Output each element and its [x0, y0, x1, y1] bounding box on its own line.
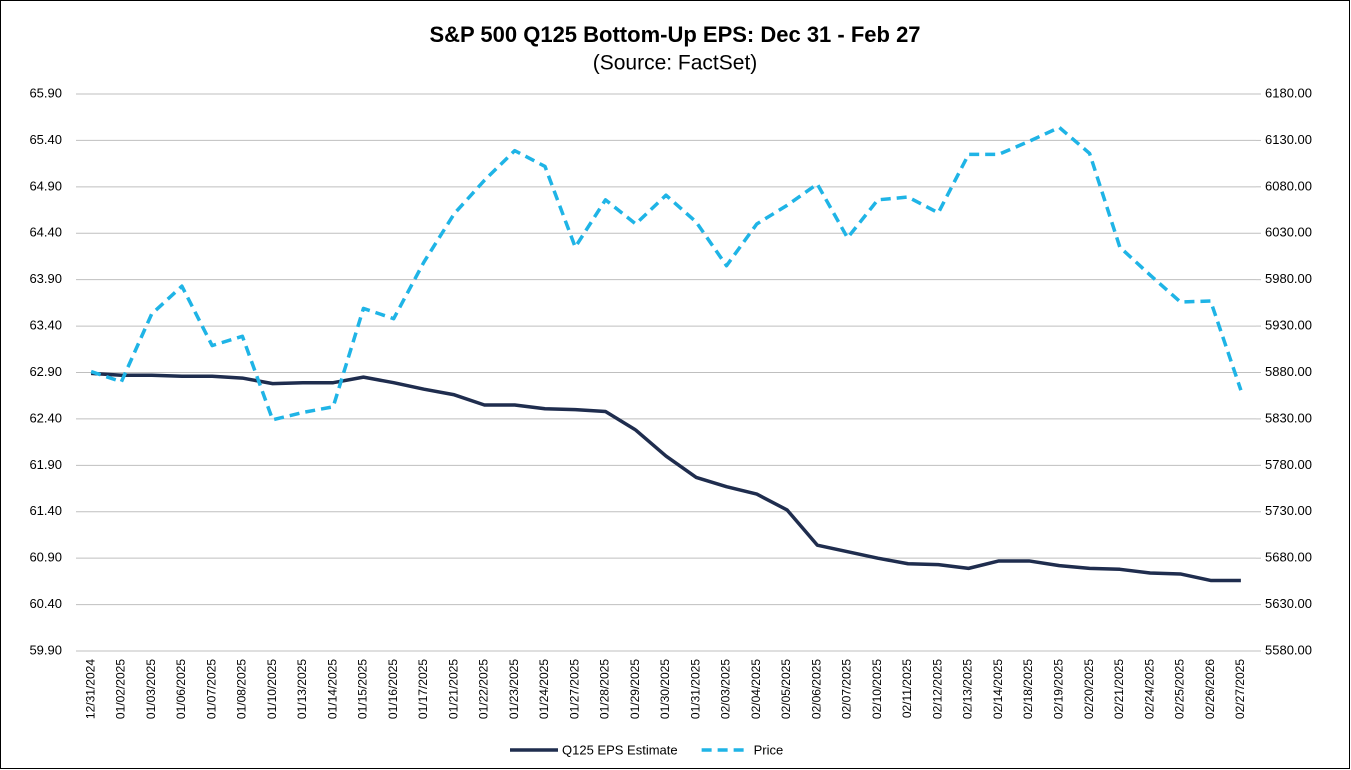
legend-label: Price	[754, 742, 784, 757]
chart-subtitle: (Source: FactSet)	[593, 52, 758, 75]
x-tick-label: 02/21/2025	[1112, 659, 1126, 719]
x-tick-label: 01/06/2025	[174, 659, 188, 719]
y2-tick-label: 6030.00	[1265, 225, 1312, 240]
x-tick-label: 01/31/2025	[688, 659, 702, 719]
x-tick-label: 02/10/2025	[870, 659, 884, 719]
x-tick-label: 02/04/2025	[749, 659, 763, 719]
y-tick-label: 65.90	[29, 85, 62, 100]
x-tick-label: 12/31/2024	[83, 659, 97, 719]
y2-tick-label: 5830.00	[1265, 410, 1312, 425]
x-tick-label: 02/19/2025	[1052, 659, 1066, 719]
y2-tick-label: 5930.00	[1265, 318, 1312, 333]
x-tick-label: 01/15/2025	[356, 659, 370, 719]
x-tick-label: 02/05/2025	[779, 659, 793, 719]
x-tick-label: 01/22/2025	[477, 659, 491, 719]
y2-tick-label: 6130.00	[1265, 132, 1312, 147]
x-tick-label: 02/24/2025	[1142, 659, 1156, 719]
y2-tick-label: 5630.00	[1265, 596, 1312, 611]
y-tick-label: 63.90	[29, 271, 62, 286]
x-tick-label: 02/12/2025	[930, 659, 944, 719]
legend-label: Q125 EPS Estimate	[562, 742, 678, 757]
x-tick-label: 02/18/2025	[1021, 659, 1035, 719]
y2-tick-label: 5730.00	[1265, 503, 1312, 518]
x-tick-label: 01/10/2025	[265, 659, 279, 719]
x-tick-label: 02/11/2025	[900, 659, 914, 718]
x-tick-label: 01/24/2025	[537, 659, 551, 719]
y2-tick-label: 5680.00	[1265, 550, 1312, 565]
x-tick-label: 01/27/2025	[567, 659, 581, 719]
series-line	[91, 371, 1241, 583]
y2-tick-label: 5580.00	[1265, 642, 1312, 657]
y2-tick-label: 5980.00	[1265, 271, 1312, 286]
x-tick-label: 02/07/2025	[840, 659, 854, 719]
x-tick-label: 02/26/2026	[1203, 659, 1217, 719]
x-tick-label: 01/16/2025	[386, 659, 400, 719]
x-tick-label: 01/08/2025	[235, 659, 249, 719]
x-tick-label: 02/06/2025	[809, 659, 823, 719]
y-tick-label: 60.40	[29, 596, 62, 611]
y-tick-label: 64.90	[29, 178, 62, 193]
y2-tick-label: 6080.00	[1265, 178, 1312, 193]
x-tick-label: 01/03/2025	[144, 659, 158, 719]
x-tick-label: 02/25/2025	[1173, 659, 1187, 719]
x-tick-label: 01/13/2025	[295, 659, 309, 719]
y-tick-label: 61.90	[29, 457, 62, 472]
x-tick-label: 01/02/2025	[114, 659, 128, 719]
x-tick-label: 02/14/2025	[991, 659, 1005, 719]
x-tick-label: 02/13/2025	[961, 659, 975, 719]
y2-tick-label: 5780.00	[1265, 457, 1312, 472]
y-tick-label: 62.40	[29, 410, 62, 425]
x-tick-label: 01/28/2025	[598, 659, 612, 719]
y-tick-label: 65.40	[29, 132, 62, 147]
y2-tick-label: 6180.00	[1265, 85, 1312, 100]
y-tick-label: 63.40	[29, 318, 62, 333]
y-tick-label: 64.40	[29, 225, 62, 240]
y-tick-label: 62.90	[29, 364, 62, 379]
x-tick-label: 01/14/2025	[325, 659, 339, 719]
x-tick-label: 02/20/2025	[1082, 659, 1096, 719]
x-tick-label: 01/23/2025	[507, 659, 521, 719]
x-tick-label: 01/17/2025	[416, 659, 430, 719]
y-tick-label: 61.40	[29, 503, 62, 518]
y2-tick-label: 5880.00	[1265, 364, 1312, 379]
y-tick-label: 59.90	[29, 642, 62, 657]
series-line	[90, 125, 1243, 422]
x-tick-label: 01/21/2025	[446, 659, 460, 719]
x-tick-label: 01/30/2025	[658, 659, 672, 719]
x-tick-label: 01/29/2025	[628, 659, 642, 719]
chart-title: S&P 500 Q125 Bottom-Up EPS: Dec 31 - Feb…	[429, 22, 920, 47]
y-tick-label: 60.90	[29, 550, 62, 565]
x-tick-label: 01/07/2025	[204, 659, 218, 719]
x-tick-label: 02/27/2025	[1233, 659, 1247, 719]
x-tick-label: 02/03/2025	[719, 659, 733, 719]
